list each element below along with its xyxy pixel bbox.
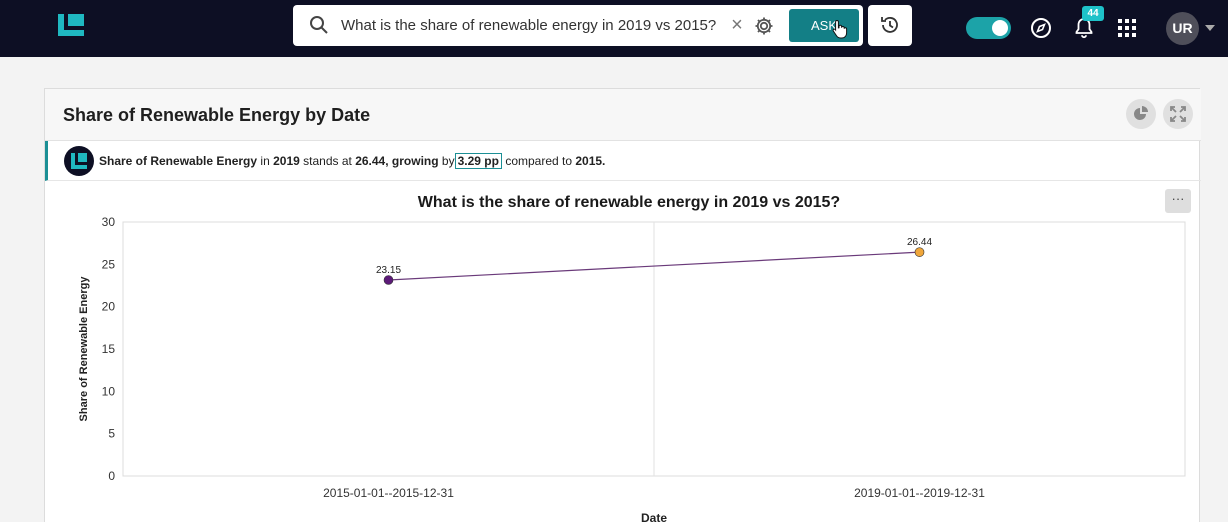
compass-icon[interactable] <box>1030 17 1052 39</box>
insight-delta[interactable]: 3.29 pp <box>454 153 502 169</box>
hand-cursor-icon <box>832 19 848 39</box>
toggle-knob <box>992 20 1008 36</box>
x-axis-label: Date <box>641 511 667 522</box>
data-point <box>383 275 394 285</box>
more-options-button[interactable]: ··· <box>1165 189 1191 213</box>
y-tick-label: 5 <box>108 427 115 441</box>
chart-grid <box>122 221 1186 477</box>
insight-value: 26.44, <box>355 154 389 168</box>
insight-logo-icon <box>64 146 94 176</box>
data-point <box>914 247 925 257</box>
ask-button[interactable]: ASK <box>789 9 859 42</box>
gear-icon[interactable] <box>753 15 775 37</box>
user-avatar[interactable]: UR <box>1166 12 1199 45</box>
insight-trend: growing <box>391 154 439 168</box>
y-tick-label: 10 <box>102 384 116 398</box>
apps-grid-icon[interactable] <box>1118 19 1136 37</box>
notification-badge: 44 <box>1082 6 1104 21</box>
card-header: Share of Renewable Energy by Date <box>45 89 1201 141</box>
clear-search-icon[interactable]: × <box>731 14 743 36</box>
insight-word-by: by <box>441 154 455 168</box>
top-bar: × ASK 44 <box>0 0 1228 57</box>
y-axis-ticks: 0 5 10 15 20 25 30 <box>102 215 116 483</box>
mode-toggle[interactable] <box>966 17 1011 39</box>
search-box: × ASK <box>293 5 863 46</box>
y-axis-label: Share of Renewable Energy <box>78 276 90 422</box>
chart-type-button[interactable] <box>1126 99 1156 129</box>
insight-metric: Share of Renewable Energy <box>99 154 258 168</box>
insight-text: Share of Renewable Energy in 2019 stands… <box>99 153 605 169</box>
chart-series: 23.15 26.44 <box>376 237 932 285</box>
y-tick-label: 15 <box>102 342 116 356</box>
y-tick-label: 20 <box>102 300 116 314</box>
series-line <box>388 251 920 281</box>
history-icon <box>881 17 898 33</box>
chart-title: What is the share of renewable energy in… <box>418 194 840 211</box>
insight-word-stands: stands at <box>303 154 352 168</box>
expand-icon <box>1170 106 1186 122</box>
line-chart: What is the share of renewable energy in… <box>78 194 1186 522</box>
x-tick-label: 2015-01-01--2015-12-31 <box>323 486 454 500</box>
data-label: 26.44 <box>907 237 932 248</box>
y-tick-label: 30 <box>102 215 116 229</box>
insight-bar: Share of Renewable Energy in 2019 stands… <box>45 141 1201 181</box>
insight-word-compared: compared to <box>505 154 573 168</box>
search-input[interactable] <box>341 13 731 37</box>
expand-button[interactable] <box>1163 99 1193 129</box>
history-button[interactable] <box>868 5 912 46</box>
chevron-down-icon[interactable] <box>1205 24 1215 32</box>
x-axis-ticks: 2015-01-01--2015-12-31 2019-01-01--2019-1… <box>323 486 985 500</box>
search-icon <box>310 16 328 34</box>
app-logo-icon[interactable] <box>58 14 84 36</box>
data-label: 23.15 <box>376 265 401 276</box>
x-tick-label: 2019-01-01--2019-12-31 <box>854 486 985 500</box>
pie-chart-icon <box>1134 106 1148 120</box>
insight-year: 2019 <box>273 154 300 168</box>
card-title: Share of Renewable Energy by Date <box>63 105 371 125</box>
insight-word-in: in <box>260 154 270 168</box>
y-tick-label: 0 <box>108 469 115 483</box>
answer-card: Share of Renewable Energy by Date <box>44 88 1201 522</box>
insight-base-year: 2015. <box>575 154 606 168</box>
y-tick-label: 25 <box>102 257 116 271</box>
